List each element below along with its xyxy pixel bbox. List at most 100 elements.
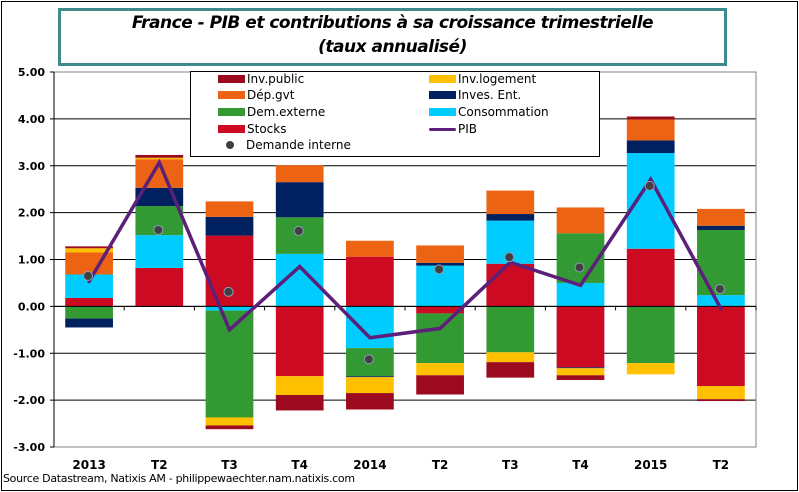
legend-swatch <box>218 125 245 133</box>
bar-segment-inves-ent- <box>205 216 254 236</box>
x-tick-label: 2014 <box>353 458 386 472</box>
bar-segment-inves-ent- <box>416 262 464 266</box>
demande-interne-marker <box>574 262 585 273</box>
bar-segment-inves-ent- <box>556 367 605 369</box>
pib-line-layer <box>87 158 723 340</box>
bar-segment-inv-public <box>275 394 324 411</box>
bar-segment-inv-public <box>65 246 113 249</box>
demande-interne-marker <box>714 284 725 295</box>
bar-segment-inv-logement <box>416 363 464 376</box>
x-tick-label: T3 <box>502 458 519 472</box>
bar-segment-inv-public <box>205 425 254 430</box>
bar-segment-inv-logement <box>135 157 184 160</box>
bar-segment-consommation <box>556 282 605 307</box>
legend-swatch <box>429 91 456 99</box>
x-tick-label: T2 <box>432 458 449 472</box>
bar-segment-inves-ent- <box>626 140 675 154</box>
legend-label: Inv.logement <box>458 72 537 86</box>
bar-segment-stocks <box>486 263 535 307</box>
bar-segment-inves-ent- <box>346 376 394 378</box>
bar-segment-d-p-gvt <box>205 201 254 217</box>
x-tick-label: T3 <box>221 458 238 472</box>
bar-segment-inv-public <box>135 154 184 158</box>
legend-swatch <box>218 108 245 116</box>
bar-segment-consommation <box>626 153 675 249</box>
y-tick-label: -1.00 <box>13 347 45 360</box>
demande-interne-marker <box>644 180 655 191</box>
bar-segment-dem-externe <box>416 313 464 364</box>
demande-interne-marker <box>83 270 94 281</box>
legend-label: Stocks <box>247 122 287 136</box>
bar-segment-inv-logement <box>556 368 605 376</box>
bar-segment-inv-public <box>697 399 745 402</box>
legend-swatch <box>429 108 456 116</box>
demande-interne-markers <box>83 180 725 365</box>
source-note: Source Datastream, Natixis AM - philippe… <box>3 472 355 485</box>
demande-interne-marker <box>504 252 515 263</box>
bar-segment-d-p-gvt <box>346 240 394 257</box>
legend-dot <box>226 141 234 149</box>
y-tick-label: 2.00 <box>18 207 45 220</box>
bar-segment-inv-logement <box>697 386 745 400</box>
legend-item-inves-ent: Inves. Ent. <box>429 87 521 103</box>
bar-segment-inves-ent- <box>275 182 324 218</box>
bar-segment-inves-ent- <box>697 225 745 230</box>
bar-segment-consommation <box>346 306 394 349</box>
y-tick-label: 1.00 <box>18 254 45 267</box>
x-tick-label: T4 <box>572 458 589 472</box>
legend-item-consommation: Consommation <box>429 104 549 120</box>
bar-segment-stocks <box>275 306 324 377</box>
legend-item-stocks: Stocks <box>218 121 286 137</box>
bar-segment-inv-logement <box>346 377 394 394</box>
y-tick-label: 5.00 <box>18 66 45 79</box>
chart-title-line2: (taux annualisé) <box>318 37 467 57</box>
legend-label: PIB <box>458 122 478 136</box>
bar-segment-stocks <box>65 297 113 307</box>
bar-segment-inves-ent- <box>486 214 535 221</box>
bar-segment-inves-ent- <box>65 318 113 328</box>
legend-label: Inv.public <box>247 72 305 86</box>
legend-item-pib: PIB <box>429 121 477 137</box>
demande-interne-marker <box>434 264 445 275</box>
bar-segment-inv-public <box>626 116 675 120</box>
bar-segment-d-p-gvt <box>486 190 535 215</box>
x-tick-label: T2 <box>151 458 168 472</box>
bar-segment-inv-public <box>416 375 464 395</box>
legend-swatch <box>429 75 456 83</box>
legend-label: Dem.externe <box>247 105 326 119</box>
y-tick-label: -2.00 <box>13 394 45 407</box>
bar-segment-inv-logement <box>205 417 254 426</box>
bar-segment-stocks <box>556 306 605 368</box>
bar-segment-consommation <box>135 235 184 268</box>
chart-title-line1: France - PIB et contributions à sa crois… <box>131 13 654 33</box>
demande-interne-marker <box>223 286 234 297</box>
demande-interne-marker <box>293 225 304 236</box>
bar-segment-d-p-gvt <box>556 207 605 234</box>
bar-segment-d-p-gvt <box>275 165 324 183</box>
legend-item-dep-gvt: Dép.gvt <box>218 87 294 103</box>
bar-segment-inv-public <box>556 375 605 380</box>
bar-segment-dem-externe <box>626 306 675 364</box>
y-tick-label: -3.00 <box>13 441 45 454</box>
bar-segment-inv-public <box>486 362 535 378</box>
legend-label: Inves. Ent. <box>458 88 522 102</box>
stacked-bars <box>65 116 745 430</box>
pib-line <box>87 158 723 340</box>
bar-segment-inv-logement <box>275 376 324 395</box>
legend-line <box>429 127 456 131</box>
legend-label: Consommation <box>458 105 549 119</box>
y-tick-label: 3.00 <box>18 160 45 173</box>
x-tick-label: T2 <box>713 458 730 472</box>
x-tick-label: 2013 <box>72 458 105 472</box>
chart-title: France - PIB et contributions à sa crois… <box>58 8 727 66</box>
y-tick-label: 4.00 <box>18 113 45 126</box>
bar-segment-dem-externe <box>556 233 605 283</box>
legend-item-dem-externe: Dem.externe <box>218 104 325 120</box>
bar-segment-stocks <box>697 306 745 387</box>
legend-item-demande-interne: Demande interne <box>213 137 351 153</box>
legend-item-inv-logement: Inv.logement <box>429 71 536 87</box>
bar-segment-inv-logement <box>65 248 113 253</box>
legend-label: Demande interne <box>246 138 351 152</box>
bar-segment-d-p-gvt <box>697 208 745 226</box>
